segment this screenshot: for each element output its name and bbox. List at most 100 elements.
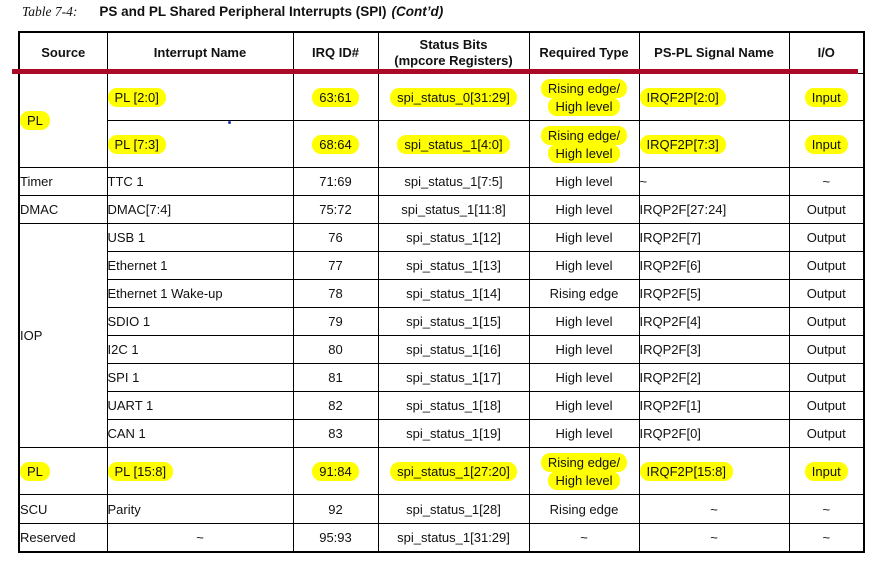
irq-cell: 83 [292, 419, 379, 448]
interrupt-cell: Ethernet 1 Wake-up [106, 279, 294, 308]
header-signal-name: PS-PL Signal Name [638, 31, 790, 74]
spi-interrupts-table: Source Interrupt Name IRQ ID# Status Bit… [18, 31, 865, 553]
table-row: PL PL [2:0] 63:61 spi_status_0[31:29] Ri… [18, 73, 865, 168]
highlight: Rising edge/ [540, 452, 628, 472]
required-cell: High level [528, 419, 640, 448]
signal-cell: ~ [638, 523, 790, 552]
table-caption: Table 7-4: PS and PL Shared Peripheral In… [22, 4, 443, 20]
highlight: Input [804, 87, 848, 107]
table-row: IOP USB 1 76 spi_status_1[12] High level… [18, 223, 865, 448]
highlight: High level [548, 470, 620, 490]
irq-cell: 77 [292, 251, 379, 280]
signal-cell: IRQP2F[7] [638, 223, 790, 252]
status-cell: spi_status_1[4:0] [377, 120, 530, 168]
highlight: 68:64 [312, 134, 359, 154]
highlight: Rising edge/ [540, 125, 628, 145]
irq-cell: 75:72 [292, 195, 379, 224]
io-cell: Output [788, 223, 865, 252]
required-cell: High level [528, 391, 640, 420]
status-cell: spi_status_1[18] [377, 391, 530, 420]
interrupt-cell: SPI 1 [106, 363, 294, 392]
highlight: 63:61 [312, 87, 359, 107]
io-cell: ~ [788, 167, 865, 196]
caption-contd: (Cont’d) [391, 4, 444, 19]
irq-cell: 76 [292, 223, 379, 252]
caption-prefix: Table 7-4: [22, 4, 78, 19]
highlight: PL [2:0] [108, 87, 166, 107]
source-cell: PL [18, 73, 108, 168]
table-row: SCU Parity 92 spi_status_1[28] Rising ed… [18, 494, 865, 524]
status-cell: spi_status_1[11:8] [377, 195, 530, 224]
interrupt-cell: Ethernet 1 [106, 251, 294, 280]
status-cell: spi_status_1[19] [377, 419, 530, 448]
header-status-bits-line1: Status Bits [419, 37, 488, 52]
io-cell: Output [788, 279, 865, 308]
status-cell: spi_status_1[31:29] [377, 523, 530, 552]
interrupt-cell: TTC 1 [106, 167, 294, 196]
irq-cell: 91:84 [292, 447, 379, 495]
io-cell: Output [788, 195, 865, 224]
irq-cell: 81 [292, 363, 379, 392]
required-cell: Rising edge/High level [528, 447, 640, 495]
interrupt-cell: I2C 1 [106, 335, 294, 364]
signal-cell: IRQF2P[7:3] [638, 120, 790, 168]
header-status-bits: Status Bits (mpcore Registers) [377, 31, 530, 74]
status-cell: spi_status_1[12] [377, 223, 530, 252]
required-cell: ~ [528, 523, 640, 552]
table-row: I2C 1 80 spi_status_1[16] High level IRQ… [19, 335, 865, 364]
interrupt-cell: PL [7:3] [106, 120, 294, 168]
status-cell: spi_status_1[17] [377, 363, 530, 392]
io-cell: ~ [788, 523, 865, 552]
highlight: spi_status_0[31:29] [390, 87, 517, 107]
signal-cell: IRQF2P[15:8] [638, 447, 790, 495]
header-irq-id: IRQ ID# [292, 31, 379, 74]
signal-cell: IRQP2F[3] [638, 335, 790, 364]
signal-cell: ~ [638, 167, 790, 196]
interrupt-cell: DMAC[7:4] [106, 195, 294, 224]
status-cell: spi_status_1[13] [377, 251, 530, 280]
signal-cell: ~ [638, 494, 790, 524]
io-cell: Output [788, 251, 865, 280]
irq-cell: 79 [292, 307, 379, 336]
required-cell: High level [528, 363, 640, 392]
io-cell: Output [788, 307, 865, 336]
table-row: CAN 1 83 spi_status_1[19] High level IRQ… [19, 419, 865, 448]
header-interrupt-name: Interrupt Name [106, 31, 294, 74]
highlight: 91:84 [312, 461, 359, 481]
interrupt-cell: USB 1 [106, 223, 294, 252]
required-cell: Rising edge [528, 279, 640, 308]
status-cell: spi_status_1[15] [377, 307, 530, 336]
signal-cell: IRQP2F[2] [638, 363, 790, 392]
source-cell: PL [18, 447, 108, 495]
table-row: Reserved ~ 95:93 spi_status_1[31:29] ~ ~… [18, 523, 865, 552]
highlight: PL [15:8] [108, 461, 174, 481]
source-cell: SCU [18, 494, 108, 524]
interrupt-cell: UART 1 [106, 391, 294, 420]
highlight: spi_status_1[27:20] [390, 461, 517, 481]
signal-cell: IRQP2F[4] [638, 307, 790, 336]
table-row: PL [7:3] 68:64 spi_status_1[4:0] Rising … [19, 120, 865, 168]
table-row: Ethernet 1 Wake-up 78 spi_status_1[14] R… [19, 279, 865, 308]
io-cell: Output [788, 419, 865, 448]
io-cell: ~ [788, 494, 865, 524]
table-row: SPI 1 81 spi_status_1[17] High level IRQ… [19, 363, 865, 392]
highlight: High level [548, 96, 620, 116]
irq-cell: 80 [292, 335, 379, 364]
io-cell: Output [788, 335, 865, 364]
irq-cell: 71:69 [292, 167, 379, 196]
source-cell: Timer [18, 167, 108, 196]
highlight: IRQF2P[15:8] [640, 461, 733, 481]
required-cell: High level [528, 307, 640, 336]
irq-cell: 95:93 [292, 523, 379, 552]
highlight: PL [20, 111, 50, 130]
header-rule-line [12, 69, 858, 74]
required-cell: High level [528, 251, 640, 280]
table-row: Ethernet 1 77 spi_status_1[13] High leve… [19, 251, 865, 280]
io-cell: Input [788, 447, 865, 495]
required-cell: High level [528, 335, 640, 364]
io-cell: Output [788, 363, 865, 392]
required-cell: Rising edge/High level [528, 120, 640, 168]
required-cell: High level [528, 223, 640, 252]
irq-cell: 78 [292, 279, 379, 308]
table-row: DMAC DMAC[7:4] 75:72 spi_status_1[11:8] … [18, 195, 865, 224]
